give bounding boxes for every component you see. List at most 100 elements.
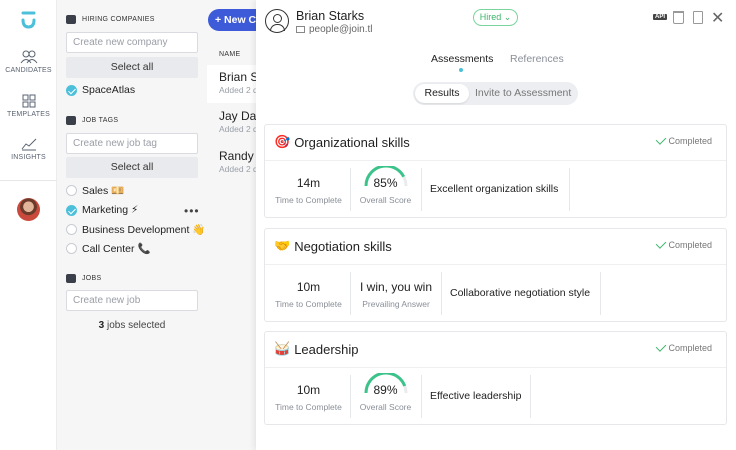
score-value: 85% xyxy=(373,176,398,190)
checkbox-icon[interactable] xyxy=(66,243,77,254)
tags-title: JOB TAGS xyxy=(82,117,119,124)
candidate-row[interactable]: Jay Dav Added 2 d xyxy=(207,104,267,142)
tag-label: Marketing ⚡ xyxy=(82,204,139,216)
insights-icon xyxy=(21,138,36,151)
tag-icon xyxy=(66,116,76,125)
tag-checkbox-call-center[interactable]: Call Center 📞 xyxy=(66,242,151,255)
candidate-name: Brian S xyxy=(219,70,259,84)
more-options-icon[interactable]: ••• xyxy=(184,204,200,218)
app-logo-icon[interactable] xyxy=(20,10,37,29)
divider xyxy=(350,168,351,211)
clipboard-icon[interactable] xyxy=(693,11,703,24)
nav-insights-label: INSIGHTS xyxy=(11,154,46,161)
tab-references[interactable]: References xyxy=(510,53,564,65)
nav-candidates[interactable]: CANDIDATES xyxy=(0,50,57,74)
candidate-added-date: Added 2 d xyxy=(219,124,258,134)
check-icon xyxy=(656,238,667,249)
tag-checkbox-business-development[interactable]: Business Development 👋 xyxy=(66,223,205,236)
trash-icon[interactable] xyxy=(673,11,684,24)
job-input[interactable] xyxy=(66,290,198,311)
tab-assessments[interactable]: Assessments xyxy=(431,53,494,65)
nav-templates[interactable]: TEMPLATES xyxy=(0,94,57,118)
tag-checkbox-sales[interactable]: Sales 💴 xyxy=(66,184,124,197)
time-value: 10m xyxy=(296,383,321,397)
tag-label: Sales 💴 xyxy=(82,185,125,197)
status-dropdown[interactable]: Hired ⌄ xyxy=(473,9,518,26)
score-label: Overall Score xyxy=(359,195,412,205)
rail-divider xyxy=(0,180,57,181)
user-icon xyxy=(265,9,289,33)
answer-metric: I win, you win Prevailing Answer xyxy=(353,264,439,323)
divider xyxy=(350,375,351,418)
close-icon[interactable]: ✕ xyxy=(711,10,725,27)
time-label: Time to Complete xyxy=(275,195,342,205)
score-gauge-icon xyxy=(364,373,408,394)
briefcase-icon xyxy=(66,274,76,283)
job-tag-input[interactable] xyxy=(66,133,198,154)
name-column-header[interactable]: NAME xyxy=(219,51,241,58)
filter-panel: HIRING COMPANIES Select all SpaceAtlas J… xyxy=(57,0,207,450)
assessment-summary: Excellent organization skills xyxy=(430,183,559,195)
divider xyxy=(265,160,726,161)
new-candidate-button[interactable]: + New C xyxy=(208,9,267,31)
divider xyxy=(569,168,570,211)
divider xyxy=(350,272,351,315)
candidate-row[interactable]: Randy Added 2 d xyxy=(207,144,267,182)
company-checkbox-spaceatlas[interactable]: SpaceAtlas xyxy=(66,84,135,96)
assessment-title-text: Organizational skills xyxy=(294,134,410,150)
company-label: SpaceAtlas xyxy=(82,84,136,96)
assessment-card-negotiation[interactable]: 🤝 Negotiation skills Completed 10m Time … xyxy=(264,228,727,322)
tags-select-all-button[interactable]: Select all xyxy=(66,157,198,178)
divider xyxy=(530,375,531,418)
candidate-email[interactable]: people@join.tl xyxy=(309,24,373,35)
assessment-title: 🤝 Negotiation skills xyxy=(274,238,392,254)
candidate-email-row: people@join.tl xyxy=(296,24,373,35)
jobs-count-suffix: jobs selected xyxy=(104,320,166,331)
companies-select-all-button[interactable]: Select all xyxy=(66,57,198,78)
user-avatar[interactable] xyxy=(17,198,40,221)
checkbox-icon[interactable] xyxy=(66,224,77,235)
time-metric: 10m Time to Complete xyxy=(271,367,346,426)
results-segmented-control: Results Invite to Assessment xyxy=(413,82,578,105)
assessment-card-leadership[interactable]: 🥁 Leadership Completed 10m Time to Compl… xyxy=(264,331,727,425)
tags-header: JOB TAGS xyxy=(66,116,118,125)
candidates-icon xyxy=(20,50,37,64)
time-label: Time to Complete xyxy=(275,299,342,309)
segment-results[interactable]: Results xyxy=(415,84,469,103)
candidate-full-name: Brian Starks xyxy=(296,9,365,23)
mail-icon xyxy=(296,26,305,33)
active-tab-indicator xyxy=(459,68,463,72)
check-icon xyxy=(656,134,667,145)
candidate-added-date: Added 2 d xyxy=(219,164,258,174)
status-label: Hired xyxy=(479,12,502,22)
candidate-detail-panel: Brian Starks people@join.tl Hired ⌄ API … xyxy=(256,0,736,450)
checkbox-checked-icon[interactable] xyxy=(66,84,77,96)
companies-title: HIRING COMPANIES xyxy=(82,16,155,23)
jobs-selected-count: 3 jobs selected xyxy=(57,320,207,331)
jobs-header: JOBS xyxy=(66,274,101,283)
nav-insights[interactable]: INSIGHTS xyxy=(0,137,57,161)
nav-rail: CANDIDATES TEMPLATES INSIGHTS xyxy=(0,0,57,450)
divider xyxy=(421,375,422,418)
time-label: Time to Complete xyxy=(275,402,342,412)
time-value: 14m xyxy=(296,176,321,190)
time-value: 10m xyxy=(296,280,321,294)
handshake-icon: 🤝 xyxy=(274,238,291,253)
segment-invite[interactable]: Invite to Assessment xyxy=(475,87,572,99)
company-input[interactable] xyxy=(66,32,198,53)
status-badge: Completed xyxy=(656,238,712,250)
assessment-card-organizational[interactable]: 🎯 Organizational skills Completed 14m Ti… xyxy=(264,124,727,218)
checkbox-icon[interactable] xyxy=(66,185,77,196)
target-icon: 🎯 xyxy=(274,134,291,149)
nav-templates-label: TEMPLATES xyxy=(7,111,50,118)
building-icon xyxy=(66,15,76,24)
tag-checkbox-marketing[interactable]: Marketing ⚡ xyxy=(66,204,138,216)
divider xyxy=(441,272,442,315)
assessment-summary: Effective leadership xyxy=(430,390,522,402)
divider xyxy=(265,367,726,368)
check-icon xyxy=(656,341,667,352)
checkbox-checked-icon[interactable] xyxy=(66,204,77,216)
drum-icon: 🥁 xyxy=(274,341,291,356)
api-icon[interactable]: API xyxy=(653,14,668,20)
status-text: Completed xyxy=(668,343,712,353)
